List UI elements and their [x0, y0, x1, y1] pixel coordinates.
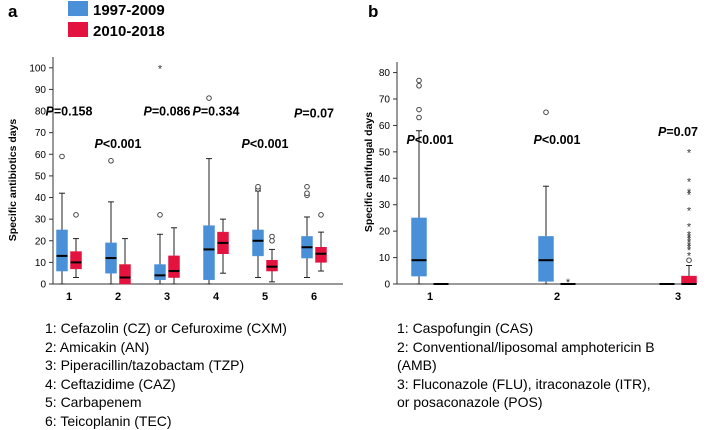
panel-b-y-tick-label: 10: [379, 253, 391, 264]
legend-swatch-2010-2018: [68, 22, 88, 37]
panel-b-ylabel: Specific antifungal days: [363, 112, 375, 232]
panel-b-y-tick-label: 80: [379, 68, 391, 79]
panel-a-series0-outlier-point: [256, 184, 261, 189]
panel-b-series0-outlier-point: [417, 107, 422, 112]
panel-b-notes: 1: Caspofungin (CAS) 2: Conventional/lip…: [397, 319, 655, 412]
panel-b-x-tick-label: 2: [554, 291, 560, 303]
note-a-3: 3: Piperacillin/tazobactam (TZP): [45, 356, 287, 375]
panel-a-series1-outlier-point: [319, 213, 324, 218]
panel-a-series0-outlier-point: [207, 96, 212, 101]
panel-b-series1-extreme-point: *: [687, 187, 692, 199]
panel-a-series0-extreme-point: *: [158, 63, 163, 75]
panel-a-p-value-label: P=0.07: [294, 107, 334, 121]
panel-b-p-value-label: P<0.001: [407, 133, 454, 147]
panel-a-p-value-label: P<0.001: [242, 137, 289, 151]
panel-a-y-tick-label: 100: [29, 63, 46, 74]
panel-a-series0-outlier-point: [158, 213, 163, 218]
panel-a-series1-outlier-point: [74, 213, 79, 218]
panel-a-y-tick-label: 70: [35, 128, 47, 139]
panel-b-y-tick-label: 70: [379, 95, 391, 106]
panel-a-x-tick-label: 5: [262, 291, 268, 303]
panel-b-letter: b: [368, 2, 378, 21]
panel-b-series1-extreme-point: *: [687, 176, 692, 188]
panel-a-p-value-label: P=0.086: [144, 104, 191, 118]
panel-b-x-tick-label: 1: [427, 291, 433, 303]
panel-a-x-tick-label: 4: [213, 291, 220, 303]
note-a-2: 2: Amicakin (AN): [45, 338, 287, 357]
panel-a-p-value-label: P=0.158: [46, 104, 93, 118]
panel-b-series0-outlier-point: [417, 78, 422, 83]
panel-a-series1-box: [316, 247, 327, 262]
panel-b-series0-outlier-point: [417, 83, 422, 88]
panel-b-series0-outlier-point: [417, 115, 422, 120]
note-b-3: 3: Fluconazole (FLU), itraconazole (ITR)…: [397, 375, 655, 394]
note-b-1: 1: Caspofungin (CAS): [397, 319, 655, 338]
panel-a-x-tick-label: 2: [115, 291, 121, 303]
note-a-6: 6: Teicoplanin (TEC): [45, 412, 287, 430]
panel-a-series0-box: [253, 230, 264, 256]
panel-a-series1-box: [267, 260, 278, 271]
panel-b-y-tick-label: 50: [379, 147, 391, 158]
note-a-4: 4: Ceftazidime (CAZ): [45, 375, 287, 394]
panel-b-series1-extreme-point: *: [687, 206, 692, 218]
panel-a-y-tick-label: 50: [35, 171, 47, 182]
note-a-5: 5: Carbapenem: [45, 393, 287, 412]
panel-a-y-tick-label: 20: [35, 236, 47, 247]
panel-a-series1-box: [120, 265, 131, 284]
panel-b-series0-outlier-point: [544, 110, 549, 115]
panel-a-series0-outlier-point: [305, 184, 310, 189]
panel-a-y-tick-label: 10: [35, 258, 47, 269]
legend-label-1997-2009: 1997-2009: [93, 2, 165, 19]
note-b-2: 2: Conventional/liposomal amphotericin B: [397, 338, 655, 357]
panel-a-series1-box: [169, 256, 180, 278]
panel-a-x-tick-label: 3: [164, 291, 170, 303]
panel-b-y-tick-label: 0: [384, 280, 390, 291]
note-b-2-cont: (AMB): [397, 356, 655, 375]
panel-a-x-tick-label: 1: [66, 291, 72, 303]
panel-b-series1-box: [682, 276, 697, 284]
panel-b-p-value-label: P=0.07: [658, 125, 698, 139]
panel-a-y-tick-label: 60: [35, 150, 47, 161]
panel-a-y-tick-label: 0: [40, 280, 46, 291]
panel-a-ylabel: Specific antibiotics days: [7, 119, 19, 242]
panel-a-y-tick-label: 40: [35, 193, 47, 204]
panel-a-y-tick-label: 90: [35, 85, 47, 96]
panel-b-series1-extreme-point: *: [687, 147, 692, 159]
panel-b-series1-extreme-point: *: [566, 277, 571, 289]
panel-b-p-value-label: P<0.001: [534, 133, 581, 147]
panel-b-y-tick-label: 40: [379, 174, 391, 185]
panel-a-series0-box: [57, 230, 68, 271]
note-a-1: 1: Cefazolin (CZ) or Cefuroxime (CXM): [45, 319, 287, 338]
panel-b-series0-box: [539, 236, 554, 281]
panel-b-y-tick-label: 60: [379, 121, 391, 132]
panel-a-p-value-label: P=0.334: [193, 104, 240, 118]
panel-a-y-tick-label: 30: [35, 215, 47, 226]
panel-a-series1-box: [71, 252, 82, 269]
panel-b-y-tick-label: 30: [379, 200, 391, 211]
panel-a-letter: a: [8, 2, 18, 21]
panel-b-series1-extreme-point: *: [687, 221, 692, 233]
panel-a-series0-box: [155, 265, 166, 280]
panel-a-p-value-label: P<0.001: [95, 137, 142, 151]
panel-b-x-tick-label: 3: [675, 291, 681, 303]
legend-swatch-1997-2009: [68, 1, 88, 16]
panel-b-y-tick-label: 20: [379, 227, 391, 238]
panel-a-x-tick-label: 6: [311, 291, 317, 303]
panel-a-notes: 1: Cefazolin (CZ) or Cefuroxime (CXM) 2:…: [45, 319, 287, 430]
panel-a-series0-outlier-point: [60, 154, 65, 159]
panel-a-series0-outlier-point: [109, 158, 114, 163]
note-b-3-cont: or posaconazole (POS): [397, 393, 655, 412]
legend-label-2010-2018: 2010-2018: [93, 23, 165, 40]
panel-b-series0-box: [412, 218, 427, 276]
panel-a-series0-outlier-point: [305, 191, 310, 196]
panel-a-series1-outlier-point: [270, 234, 275, 239]
panel-a-series0-box: [204, 226, 215, 280]
